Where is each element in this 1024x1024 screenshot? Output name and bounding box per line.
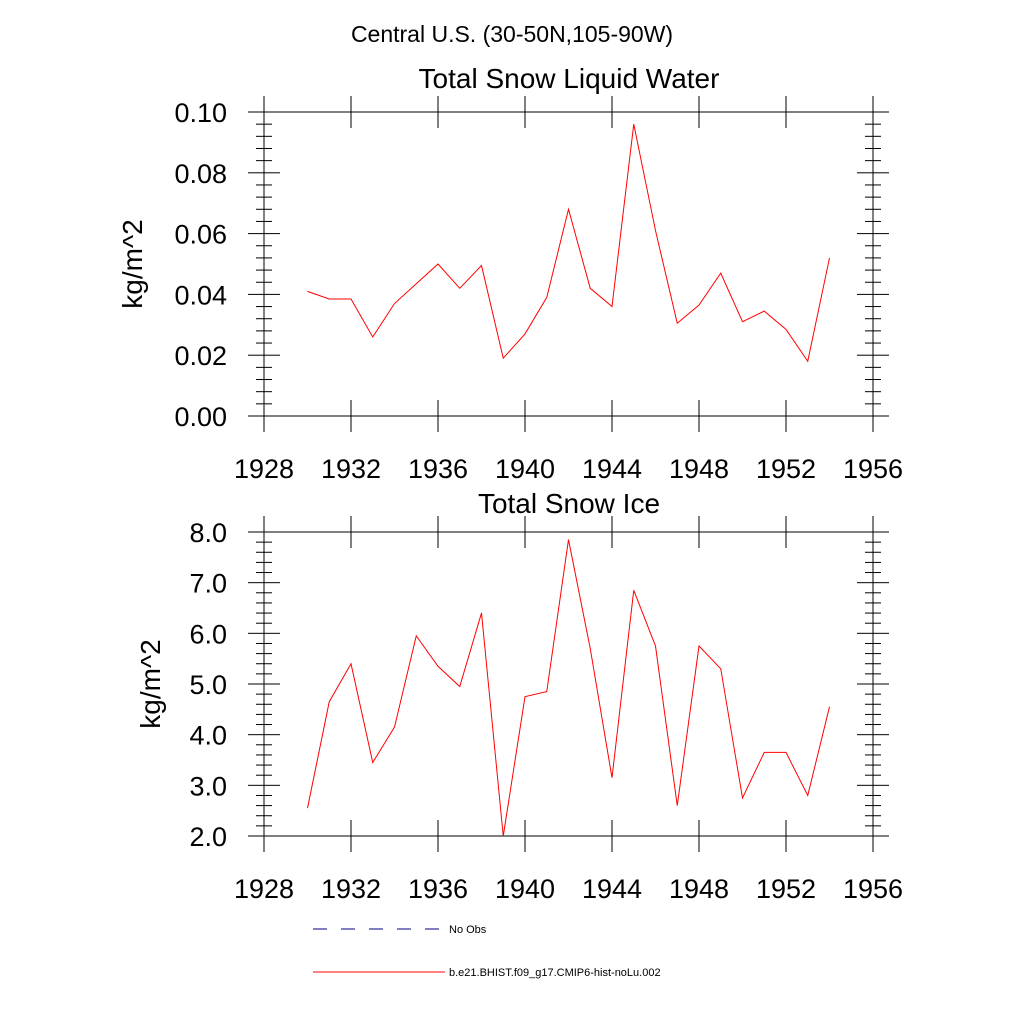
data-point — [720, 273, 721, 274]
data-point — [307, 808, 308, 809]
data-point — [807, 361, 808, 362]
y-tick-label: 5.0 — [189, 670, 227, 700]
x-tick-label: 1936 — [408, 454, 468, 484]
data-point — [677, 805, 678, 806]
y-tick-label: 0.02 — [174, 341, 227, 371]
data-point — [438, 666, 439, 667]
data-point — [525, 333, 526, 334]
data-point — [612, 306, 613, 307]
data-point — [568, 209, 569, 210]
y-tick-label: 8.0 — [189, 518, 227, 548]
data-point — [372, 762, 373, 763]
data-point — [481, 613, 482, 614]
data-point — [568, 539, 569, 540]
data-point — [764, 311, 765, 312]
x-tick-label: 1940 — [495, 454, 555, 484]
panel-snow-ice: Total Snow Ice kg/m^2 1928 1932 1936 1940 19… — [135, 488, 903, 904]
legend-model-label: b.e21.BHIST.f09_g17.CMIP6-hist-noLu.002 — [449, 967, 661, 979]
figure-title: Central U.S. (30-50N,105-90W) — [351, 21, 673, 47]
data-point — [546, 691, 547, 692]
data-point — [590, 288, 591, 289]
y-tick-label: 3.0 — [189, 771, 227, 801]
data-point — [438, 264, 439, 265]
data-point — [786, 329, 787, 330]
data-point — [546, 297, 547, 298]
data-point — [720, 668, 721, 669]
data-point — [786, 752, 787, 753]
y-tick-label: 0.10 — [174, 98, 227, 128]
y-tick-label: 0.08 — [174, 159, 227, 189]
data-point — [742, 321, 743, 322]
x-tick-label: 1944 — [582, 454, 642, 484]
y-tick-label: 0.00 — [174, 402, 227, 432]
y-tick-label: 4.0 — [189, 721, 227, 751]
data-point — [416, 635, 417, 636]
series-line — [307, 539, 830, 837]
legend-obs-label: No Obs — [449, 924, 487, 936]
data-point — [699, 646, 700, 647]
data-point — [764, 752, 765, 753]
data-point — [459, 288, 460, 289]
legend: No Obs b.e21.BHIST.f09_g17.CMIP6-hist-no… — [313, 924, 661, 979]
data-point — [633, 590, 634, 591]
data-point — [503, 836, 504, 837]
x-tick-label: 1932 — [321, 454, 381, 484]
data-point — [481, 265, 482, 266]
data-point — [329, 701, 330, 702]
x-tick-label: 1936 — [408, 874, 468, 904]
x-tick-label: 1956 — [843, 454, 903, 484]
y-tick-label: 0.06 — [174, 220, 227, 250]
plot-area: 1928 1932 1936 1940 1944 1948 1952 1956 2.0 3.0 4.… — [189, 516, 903, 904]
data-point — [612, 777, 613, 778]
data-point — [829, 257, 830, 258]
x-tick-label: 1952 — [756, 454, 816, 484]
plot-frame — [263, 111, 874, 417]
data-point — [829, 706, 830, 707]
panel-title: Total Snow Ice — [478, 488, 660, 519]
x-tick-label: 1928 — [234, 874, 294, 904]
panel-title: Total Snow Liquid Water — [419, 63, 720, 94]
x-tick-label: 1948 — [669, 454, 729, 484]
data-point — [525, 696, 526, 697]
data-point — [394, 303, 395, 304]
x-tick-label: 1928 — [234, 454, 294, 484]
x-tick-label: 1952 — [756, 874, 816, 904]
y-tick-label: 0.04 — [174, 280, 227, 310]
x-tick-label: 1956 — [843, 874, 903, 904]
y-tick-label: 7.0 — [189, 569, 227, 599]
data-point — [329, 298, 330, 299]
data-point — [459, 686, 460, 687]
data-point — [807, 795, 808, 796]
plot-area: 1928 1932 1936 1940 1944 1948 1952 1956 0.00 0.02… — [174, 96, 903, 484]
y-tick-label: 2.0 — [189, 822, 227, 852]
data-point — [416, 283, 417, 284]
data-point — [351, 298, 352, 299]
data-point — [655, 646, 656, 647]
data-point — [677, 323, 678, 324]
x-tick-label: 1932 — [321, 874, 381, 904]
data-point — [590, 648, 591, 649]
data-point — [307, 291, 308, 292]
y-axis-label: kg/m^2 — [117, 219, 148, 308]
data-point — [503, 358, 504, 359]
y-tick-label: 6.0 — [189, 619, 227, 649]
data-point — [655, 230, 656, 231]
y-axis-label: kg/m^2 — [135, 639, 166, 728]
data-point — [699, 305, 700, 306]
data-point — [372, 336, 373, 337]
data-point — [394, 727, 395, 728]
x-tick-label: 1940 — [495, 874, 555, 904]
x-tick-label: 1948 — [669, 874, 729, 904]
data-point — [351, 663, 352, 664]
data-point — [633, 124, 634, 125]
x-tick-label: 1944 — [582, 874, 642, 904]
data-point — [742, 798, 743, 799]
series-line — [307, 124, 830, 363]
panel-snow-liquid-water: Total Snow Liquid Water kg/m^2 1928 1932 1… — [117, 63, 903, 484]
